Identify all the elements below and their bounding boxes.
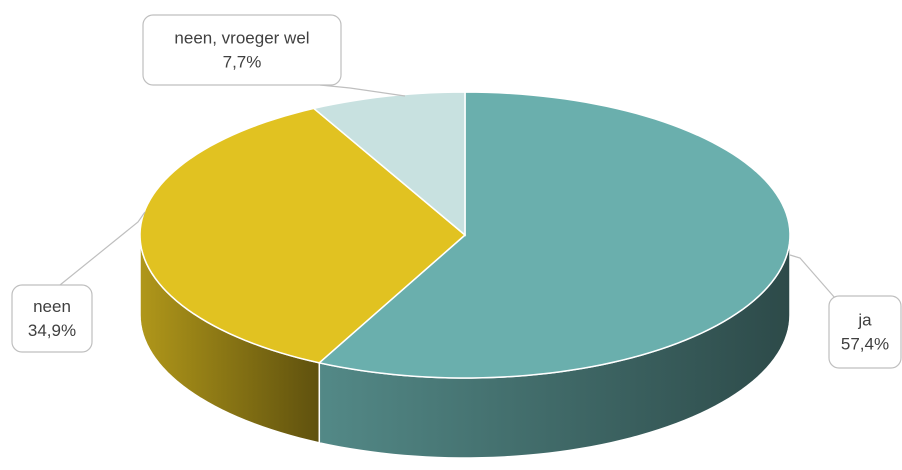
- value-label: 34,9%: [28, 321, 76, 340]
- label-box: [828, 295, 902, 369]
- leader-line: [789, 254, 836, 299]
- category-label: ja: [857, 310, 872, 329]
- category-label: neen: [33, 297, 71, 316]
- value-label: 7,7%: [223, 52, 262, 71]
- leader-line: [319, 84, 406, 97]
- slice: [312, 91, 466, 237]
- category-label: neen, vroeger wel: [174, 28, 309, 47]
- slice: [139, 107, 467, 364]
- slice: [317, 91, 791, 379]
- leader-line: [59, 211, 146, 286]
- value-label: 57,4%: [841, 334, 889, 353]
- label-box: [142, 14, 342, 86]
- label-box: [11, 284, 93, 353]
